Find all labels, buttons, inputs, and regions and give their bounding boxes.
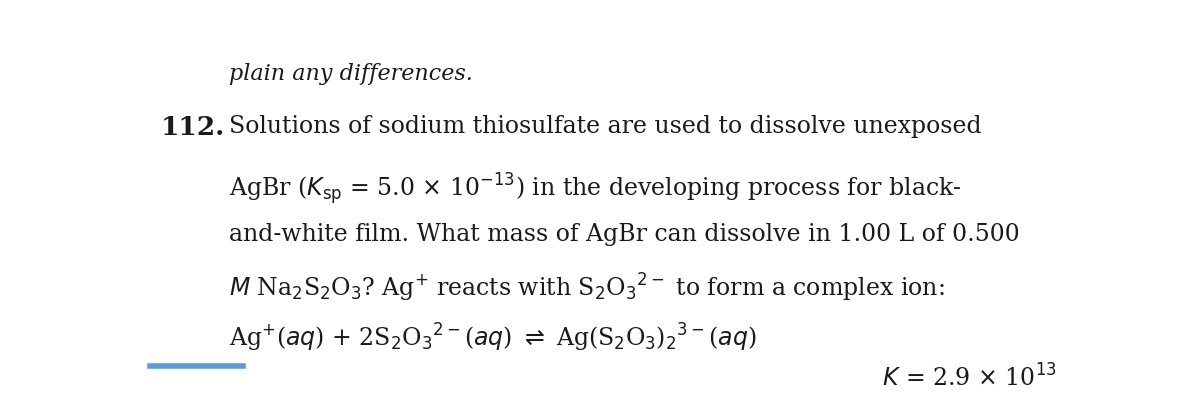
- Text: plain any differences.: plain any differences.: [229, 63, 473, 85]
- Text: AgBr ($K_{\mathrm{sp}}$ = 5.0 $\times$ 10$^{-13}$) in the developing process for: AgBr ($K_{\mathrm{sp}}$ = 5.0 $\times$ 1…: [229, 171, 961, 207]
- Text: $M$ Na$_{2}$S$_{2}$O$_{3}$? Ag$^{+}$ reacts with S$_{2}$O$_{3}$$^{2-}$ to form a: $M$ Na$_{2}$S$_{2}$O$_{3}$? Ag$^{+}$ rea…: [229, 272, 944, 304]
- Text: Solutions of sodium thiosulfate are used to dissolve unexposed: Solutions of sodium thiosulfate are used…: [229, 115, 982, 138]
- Text: and-white film. What mass of AgBr can dissolve in 1.00 L of 0.500: and-white film. What mass of AgBr can di…: [229, 223, 1020, 246]
- Text: 112.: 112.: [161, 115, 226, 140]
- Text: $K$ = 2.9 $\times$ 10$^{13}$: $K$ = 2.9 $\times$ 10$^{13}$: [882, 364, 1057, 391]
- Text: Ag$^{+}$($aq$) + 2S$_{2}$O$_{3}$$^{2-}$($aq$) $\rightleftharpoons$ Ag(S$_{2}$O$_: Ag$^{+}$($aq$) + 2S$_{2}$O$_{3}$$^{2-}$(…: [229, 321, 756, 354]
